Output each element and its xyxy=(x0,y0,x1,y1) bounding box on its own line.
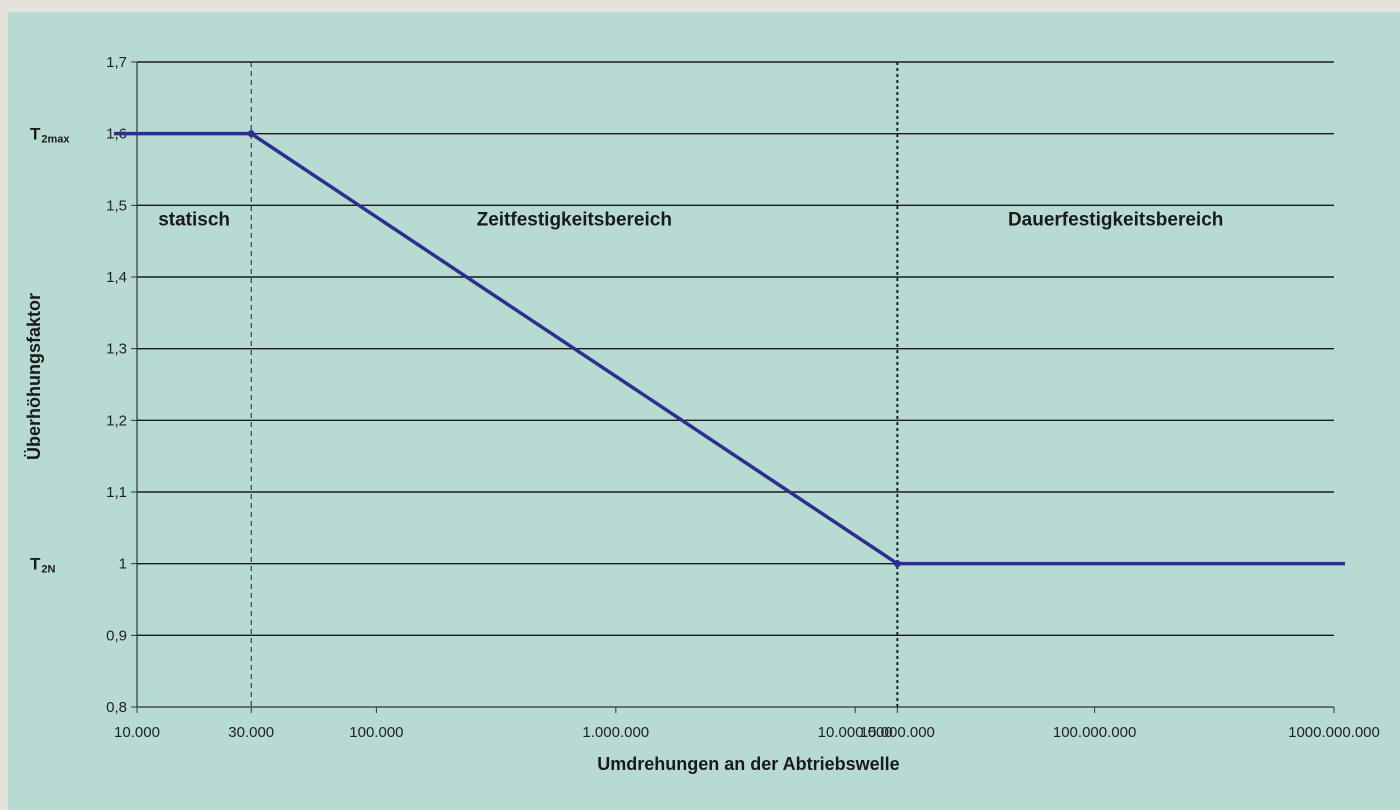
y-tick-label: 1,1 xyxy=(106,484,127,501)
region-label: Zeitfestigkeitsbereich xyxy=(477,210,672,231)
y-tick-label: 1,5 xyxy=(106,197,127,214)
y-tick-label: 1 xyxy=(119,556,127,573)
region-label: statisch xyxy=(158,210,230,231)
x-tick-label: 1.000.000 xyxy=(582,724,649,741)
level-label-sub: 2N xyxy=(41,564,55,576)
y-tick-label: 1,4 xyxy=(106,269,127,286)
level-label-sub: 2max xyxy=(41,134,70,146)
level-label: T2max xyxy=(30,125,70,146)
series-line xyxy=(114,131,1345,566)
x-tick-label: 10.000 xyxy=(114,724,160,741)
x-tick-label: 10.000.000 xyxy=(818,724,893,741)
x-tick-label: 15.000.000 xyxy=(860,724,935,741)
y-tick-label: 0,9 xyxy=(106,627,127,644)
series-point xyxy=(893,560,901,568)
y-tick-label: 1,3 xyxy=(106,341,127,358)
level-label: T2N xyxy=(30,555,56,576)
y-axis-title: Überhöhungsfaktor xyxy=(24,293,44,460)
y-tick-label: 0,8 xyxy=(106,699,127,716)
x-tick-label: 1000.000.000 xyxy=(1288,724,1380,741)
level-label-main: T xyxy=(30,555,41,574)
y-tick-label: 1,2 xyxy=(106,412,127,429)
x-tick-label: 100.000 xyxy=(349,724,403,741)
x-axis-title: Umdrehungen an der Abtriebswelle xyxy=(597,754,899,774)
region-label: Dauerfestigkeitsbereich xyxy=(1008,210,1223,231)
y-tick-label: 1,7 xyxy=(106,54,127,71)
level-label-main: T xyxy=(30,125,41,144)
chart-panel: 0,8 0,9 1 1,1 1,2 1,3 1,4 1,5 1,6 1,7 10.000 30.000… xyxy=(8,12,1400,810)
x-tick-label: 30.000 xyxy=(228,724,274,741)
x-tick-label: 100.000.000 xyxy=(1053,724,1136,741)
series-point xyxy=(247,130,255,138)
chart-svg: 0,80,911,11,21,31,41,51,61,710.000 30.000… xyxy=(24,54,1380,774)
